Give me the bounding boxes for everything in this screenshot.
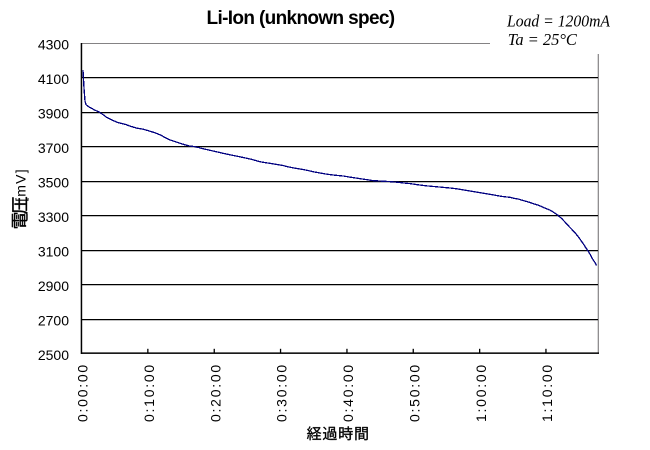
svg-text:2500: 2500 — [38, 347, 69, 363]
svg-text:Ta = 25°C: Ta = 25°C — [508, 30, 578, 49]
svg-text:Load = 1200mA: Load = 1200mA — [506, 12, 611, 31]
svg-text:0:10:00: 0:10:00 — [141, 363, 157, 422]
svg-text:3300: 3300 — [38, 209, 69, 225]
svg-text:2700: 2700 — [38, 312, 69, 328]
svg-text:2900: 2900 — [38, 278, 69, 294]
svg-text:0:00:00: 0:00:00 — [75, 363, 91, 422]
svg-text:0:20:00: 0:20:00 — [207, 363, 223, 422]
svg-text:3500: 3500 — [38, 174, 69, 190]
svg-text:0:40:00: 0:40:00 — [340, 363, 356, 422]
svg-text:4300: 4300 — [38, 36, 69, 52]
svg-text:1:10:00: 1:10:00 — [539, 363, 555, 422]
svg-text:3900: 3900 — [38, 105, 69, 121]
svg-text:3700: 3700 — [38, 140, 69, 156]
svg-text:0:50:00: 0:50:00 — [406, 363, 422, 422]
svg-text:1:00:00: 1:00:00 — [473, 363, 489, 422]
svg-text:3100: 3100 — [38, 243, 69, 259]
svg-text:[mV]: [mV] — [13, 168, 29, 202]
svg-text:Li-Ion (unknown spec): Li-Ion (unknown spec) — [207, 8, 395, 29]
svg-text:4100: 4100 — [38, 71, 69, 87]
svg-text:0:30:00: 0:30:00 — [274, 363, 290, 422]
